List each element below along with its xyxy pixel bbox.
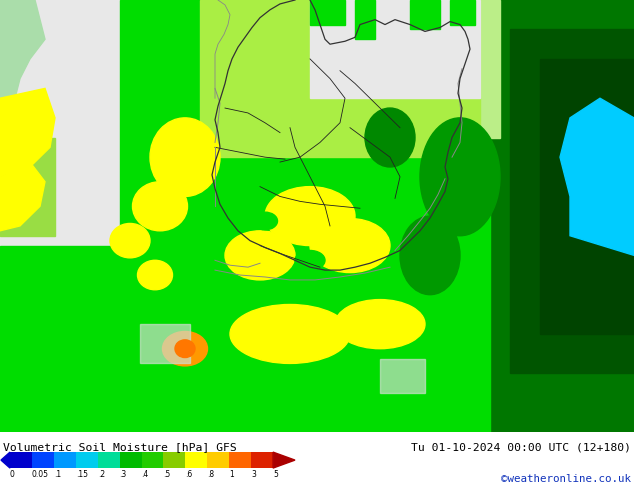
Text: ©weatheronline.co.uk: ©weatheronline.co.uk [501, 474, 631, 484]
Text: 1: 1 [230, 470, 234, 479]
Bar [510, 29, 634, 373]
Bar [410, 0, 440, 29]
Bar [10, 452, 32, 468]
Bar [480, 0, 634, 432]
Ellipse shape [335, 299, 425, 349]
Text: .8: .8 [207, 470, 214, 479]
Bar [320, 0, 500, 138]
Text: Tu 01-10-2024 00:00 UTC (12+180): Tu 01-10-2024 00:00 UTC (12+180) [411, 442, 631, 452]
Ellipse shape [138, 260, 172, 290]
Bar [230, 452, 251, 468]
Bar [251, 452, 273, 468]
Text: Volumetric Soil Moisture [hPa] GFS: Volumetric Soil Moisture [hPa] GFS [3, 442, 236, 452]
Bar [380, 359, 425, 393]
Bar [540, 59, 634, 334]
Bar [120, 452, 141, 468]
Text: .15: .15 [76, 470, 87, 479]
Bar [164, 452, 185, 468]
Text: .6: .6 [185, 470, 193, 479]
Polygon shape [273, 452, 295, 468]
Ellipse shape [252, 212, 278, 230]
Ellipse shape [110, 223, 150, 258]
Ellipse shape [230, 304, 350, 364]
Bar [207, 452, 230, 468]
Text: .1: .1 [54, 470, 61, 479]
Text: 3: 3 [251, 470, 256, 479]
Bar [355, 0, 375, 39]
Ellipse shape [133, 182, 188, 231]
Bar [0, 138, 55, 236]
Text: .5: .5 [164, 470, 171, 479]
Bar [140, 324, 190, 364]
Polygon shape [0, 128, 20, 206]
Text: 0: 0 [10, 470, 15, 479]
Ellipse shape [225, 231, 295, 280]
Ellipse shape [175, 340, 195, 358]
Ellipse shape [150, 118, 220, 196]
Ellipse shape [365, 108, 415, 167]
Ellipse shape [162, 332, 207, 366]
Bar [310, 0, 345, 24]
Bar [450, 0, 475, 24]
Ellipse shape [265, 187, 355, 245]
Ellipse shape [310, 219, 390, 272]
Ellipse shape [420, 118, 500, 236]
Polygon shape [0, 0, 320, 245]
Bar [200, 0, 480, 157]
Bar [310, 0, 480, 98]
Text: .4: .4 [141, 470, 149, 479]
Bar [76, 452, 98, 468]
Polygon shape [0, 88, 55, 177]
Text: 0.05: 0.05 [32, 470, 49, 479]
Bar [98, 452, 120, 468]
Bar [32, 452, 54, 468]
Bar [0, 245, 120, 432]
Text: 5: 5 [273, 470, 278, 479]
Ellipse shape [295, 250, 325, 270]
Ellipse shape [400, 216, 460, 294]
Bar [54, 452, 76, 468]
Bar [141, 452, 164, 468]
Text: .2: .2 [98, 470, 105, 479]
Polygon shape [0, 162, 45, 231]
Bar [120, 0, 490, 432]
Bar [185, 452, 207, 468]
FancyArrow shape [1, 452, 10, 468]
Polygon shape [560, 98, 634, 255]
Polygon shape [0, 0, 45, 147]
Text: .3: .3 [120, 470, 127, 479]
